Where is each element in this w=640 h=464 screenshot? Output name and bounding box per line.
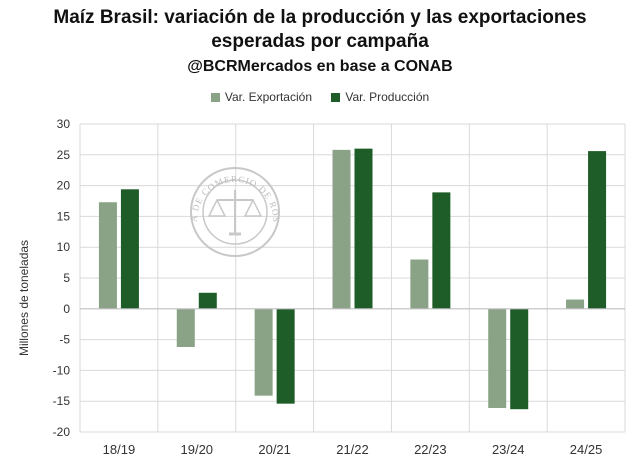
axes: 30 25 20 15 10 5 0 -5 -10 -15 -20 18/19 19/20 20/21 21… xyxy=(17,117,625,457)
y-tick-label-4: 10 xyxy=(57,240,71,254)
bar-export-21-22 xyxy=(332,149,351,309)
y-tick-label-5: 5 xyxy=(63,271,70,285)
seal-text: BOLSA DE COMERCIO DE ROSARIO xyxy=(0,0,281,223)
bars xyxy=(98,148,607,410)
y-tick-label-6: 0 xyxy=(63,302,70,316)
bar-production-23-24 xyxy=(510,308,529,410)
bar-export-19-20 xyxy=(176,308,195,347)
chart-title-line-2: esperadas por campaña xyxy=(211,31,429,52)
seal-inner-ring xyxy=(202,179,268,245)
x-tick-label-22-23: 22/23 xyxy=(414,442,447,457)
legend-item-export: Var. Exportación xyxy=(210,90,312,104)
bar-production-20-21 xyxy=(276,308,295,404)
y-tick-label-9: -15 xyxy=(53,394,71,408)
legend-swatch-export xyxy=(210,92,220,102)
x-tick-label-18-19: 18/19 xyxy=(103,442,136,457)
grid-lines xyxy=(79,123,626,433)
legend-swatch-production xyxy=(331,92,341,102)
chart-title-line-1: Maíz Brasil: variación de la producción … xyxy=(53,7,587,28)
y-tick-label-1: 25 xyxy=(57,148,71,162)
x-tick-label-21-22: 21/22 xyxy=(336,442,369,457)
x-tick-label-23-24: 23/24 xyxy=(492,442,525,457)
chart-subtitle: @BCRMercados en base a CONAB xyxy=(187,58,453,75)
y-tick-label-3: 15 xyxy=(57,209,71,223)
bar-export-23-24 xyxy=(488,308,507,408)
bar-export-18-19 xyxy=(98,202,117,309)
x-tick-label-24-25: 24/25 xyxy=(570,442,603,457)
x-tick-label-20-21: 20/21 xyxy=(258,442,291,457)
bar-production-21-22 xyxy=(354,148,373,309)
seal-outer-ring xyxy=(190,167,280,257)
bar-production-18-19 xyxy=(120,189,139,309)
bar-production-19-20 xyxy=(198,292,217,309)
seal-scale-left-pan xyxy=(207,198,227,217)
legend-label-export: Var. Exportación xyxy=(224,90,312,104)
y-tick-label-10: -20 xyxy=(53,425,71,439)
seal-scale-right-pan xyxy=(243,198,263,217)
legend-item-production: Var. Producción xyxy=(331,90,429,104)
y-tick-label-2: 20 xyxy=(57,179,71,193)
y-tick-label-0: 30 xyxy=(57,117,71,131)
bar-production-24-25 xyxy=(588,151,607,309)
y-tick-label-8: -10 xyxy=(53,363,71,377)
bar-export-22-23 xyxy=(410,259,429,309)
watermark-seal: BOLSA DE COMERCIO DE ROSARIO xyxy=(0,0,281,257)
chart-legend: Var. Exportación Var. Producción xyxy=(0,90,640,105)
bar-export-20-21 xyxy=(254,308,273,396)
x-tick-label-19-20: 19/20 xyxy=(181,442,214,457)
y-axis-label: Millones de toneladas xyxy=(17,240,31,356)
chart-title: Maíz Brasil: variación de la producción … xyxy=(0,6,640,54)
bar-export-24-25 xyxy=(566,299,585,309)
y-tick-label-7: -5 xyxy=(59,333,70,347)
legend-label-production: Var. Producción xyxy=(345,90,430,104)
bar-production-22-23 xyxy=(432,192,451,309)
